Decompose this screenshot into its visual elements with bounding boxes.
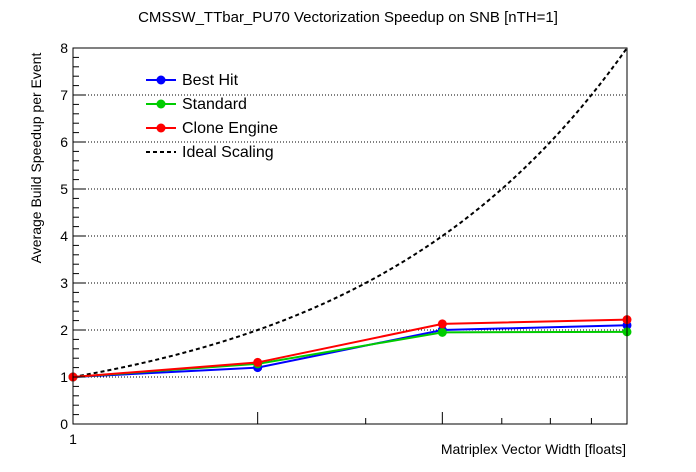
legend-label-best-hit: Best Hit — [182, 72, 239, 89]
series-point-standard-2 — [437, 327, 447, 337]
series-line-clone-engine — [72, 318, 628, 378]
legend: Best Hit Standard Clone Engine Ideal Scalin… — [146, 72, 278, 161]
legend-marker-standard — [156, 99, 166, 109]
y-tick-label-6: 6 — [60, 134, 68, 150]
legend-marker-best-hit — [156, 75, 166, 85]
y-tick-label-1: 1 — [60, 369, 68, 385]
legend-label-standard: Standard — [182, 96, 247, 113]
series-point-clone-engine-1 — [253, 357, 263, 367]
y-tick-label-5: 5 — [60, 181, 68, 197]
y-axis-label: Average Build Speedup per Event — [28, 53, 44, 264]
legend-label-clone-engine: Clone Engine — [182, 120, 278, 137]
series-point-clone-engine-2 — [437, 319, 447, 329]
x-axis-label: Matriplex Vector Width [floats] — [441, 441, 626, 457]
y-tick-label-3: 3 — [60, 275, 68, 291]
grid-lines — [73, 94, 627, 378]
y-tick-label-7: 7 — [60, 87, 68, 103]
series-layer — [68, 315, 632, 382]
ideal-layer — [72, 47, 628, 378]
x-tick-label-1: 1 — [69, 431, 77, 447]
y-tick-label-4: 4 — [60, 228, 68, 244]
legend-marker-clone-engine — [156, 123, 166, 133]
series-line-ideal-scaling — [72, 47, 628, 378]
legend-label-ideal-scaling: Ideal Scaling — [182, 144, 274, 161]
chart-title: CMSSW_TTbar_PU70 Vectorization Speedup o… — [138, 9, 558, 26]
y-tick-label-0: 0 — [60, 416, 68, 432]
y-tick-label-8: 8 — [60, 40, 68, 56]
y-tick-label-2: 2 — [60, 322, 68, 338]
